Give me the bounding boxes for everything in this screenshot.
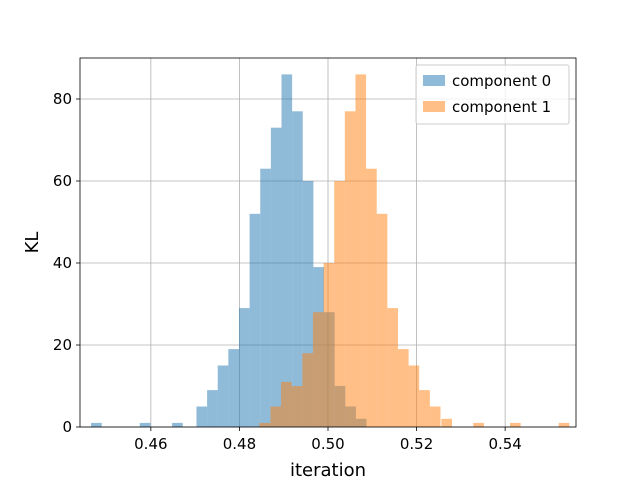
histogram-bar-component-1 (558, 422, 570, 427)
histogram-bar-component-0 (281, 74, 293, 428)
histogram-bar-component-1 (270, 406, 282, 427)
histogram-bar-component-1 (376, 213, 388, 427)
x-tick-label: 0.50 (311, 435, 344, 453)
y-tick-label: 20 (53, 336, 72, 354)
histogram-bar-component-0 (91, 422, 102, 427)
x-tick-label: 0.54 (488, 435, 521, 453)
histogram-bar-component-1 (344, 111, 356, 428)
histogram-bar-component-1 (312, 312, 324, 427)
histogram-bar-component-1 (473, 422, 484, 427)
histogram-bar-component-1 (408, 365, 420, 427)
legend-label-component-0: component 0 (452, 72, 551, 90)
histogram-bar-component-0 (302, 181, 314, 427)
y-tick-label: 0 (62, 418, 72, 436)
histogram-bar-component-0 (260, 168, 271, 427)
x-tick-label: 0.48 (223, 435, 256, 453)
axis-ticks: 0.46 0.48 0.50 0.52 0.54 0 20 40 60 80 (53, 90, 522, 453)
histogram-bar-component-1 (334, 181, 345, 427)
y-tick-label: 60 (53, 172, 72, 190)
y-tick-label: 40 (53, 254, 72, 272)
histogram-bar-component-1 (429, 406, 441, 427)
legend: component 0 component 1 (415, 64, 570, 125)
histogram-bar-component-0 (139, 422, 151, 427)
legend-swatch-component-1 (423, 101, 445, 112)
x-tick-label: 0.52 (400, 435, 433, 453)
histogram-bar-component-0 (196, 406, 208, 427)
legend-label-component-1: component 1 (452, 98, 551, 116)
x-axis-label: iteration (290, 460, 366, 480)
histogram-bar-component-1 (355, 74, 367, 428)
histogram-bar-component-1 (419, 390, 430, 427)
histogram-bar-component-1 (291, 386, 303, 427)
histogram-bar-component-1 (281, 381, 292, 427)
histogram-bar-component-0 (228, 349, 239, 427)
legend-swatch-component-0 (423, 75, 445, 86)
y-tick-label: 80 (53, 90, 72, 108)
histogram-bar-component-1 (397, 349, 409, 427)
histogram-bar-component-0 (172, 422, 183, 427)
histogram-bars (91, 74, 570, 428)
histogram-bar-component-0 (238, 308, 250, 427)
histogram-bar-component-1 (387, 308, 398, 427)
histogram-bar-component-0 (249, 213, 261, 427)
x-tick-label: 0.46 (134, 435, 167, 453)
histogram-bar-component-1 (510, 422, 521, 427)
y-axis-label: KL (22, 232, 43, 254)
histogram-bar-component-1 (302, 353, 313, 427)
histogram-bar-component-0 (270, 127, 282, 427)
histogram-bar-component-1 (366, 168, 377, 427)
histogram-bar-component-1 (323, 263, 335, 427)
histogram-bar-component-0 (217, 365, 229, 427)
histogram-bar-component-0 (292, 111, 303, 428)
legend-frame (415, 64, 570, 125)
histogram-bar-component-0 (207, 390, 218, 427)
histogram-bar-component-1 (259, 422, 271, 427)
histogram-bar-component-1 (441, 418, 452, 427)
